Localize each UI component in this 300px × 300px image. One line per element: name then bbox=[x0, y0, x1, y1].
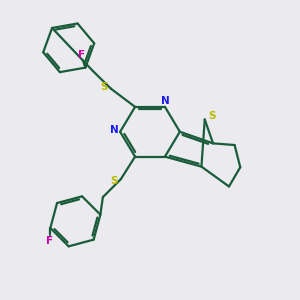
Text: S: S bbox=[100, 82, 108, 92]
Text: F: F bbox=[46, 236, 53, 246]
Text: S: S bbox=[208, 111, 216, 121]
Text: F: F bbox=[79, 50, 86, 60]
Text: N: N bbox=[110, 125, 118, 135]
Text: S: S bbox=[110, 176, 118, 186]
Text: N: N bbox=[161, 96, 170, 106]
